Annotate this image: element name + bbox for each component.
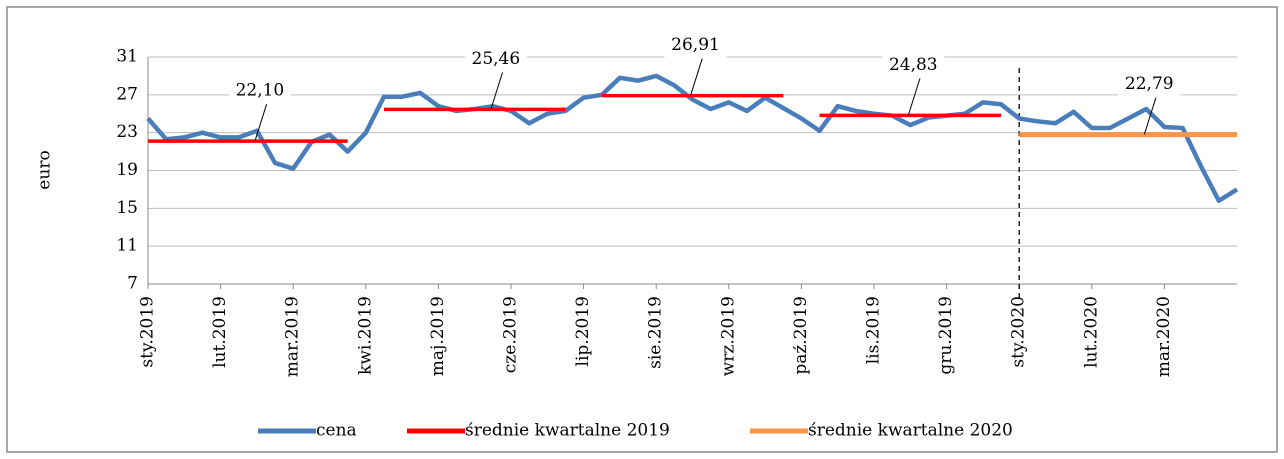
legend-label: średnie kwartalne 2020 bbox=[808, 421, 1013, 441]
legend-label: średnie kwartalne 2019 bbox=[465, 421, 670, 441]
value-label: 25,46 bbox=[472, 49, 521, 69]
label-leader bbox=[490, 71, 504, 110]
x-tick-label: mar.2019 bbox=[283, 296, 303, 377]
value-label: 24,83 bbox=[889, 55, 938, 75]
label-box bbox=[882, 52, 945, 79]
x-tick-label: cze.2019 bbox=[501, 296, 521, 373]
x-tick-label: lis.2019 bbox=[864, 296, 884, 364]
label-box bbox=[664, 32, 727, 59]
label-box bbox=[1118, 71, 1181, 98]
y-tick-label: 19 bbox=[116, 160, 138, 180]
x-tick-label: mar.2020 bbox=[1154, 296, 1174, 377]
label-leader bbox=[1143, 96, 1157, 135]
label-box bbox=[464, 46, 527, 73]
x-tick-label: gru.2019 bbox=[936, 296, 956, 375]
chart-border bbox=[6, 6, 1278, 453]
y-tick-label: 15 bbox=[116, 198, 138, 218]
x-tick-label: lut.2020 bbox=[1081, 296, 1101, 368]
y-tick-label: 23 bbox=[116, 122, 138, 142]
value-label: 22,79 bbox=[1125, 74, 1174, 94]
value-label: 22,10 bbox=[236, 81, 285, 101]
x-tick-label: sty.2019 bbox=[138, 296, 158, 368]
label-leader bbox=[690, 57, 703, 96]
y-tick-label: 11 bbox=[116, 236, 138, 256]
x-tick-label: lip.2019 bbox=[573, 296, 593, 366]
series-line bbox=[146, 73, 1239, 204]
y-axis-label: euro bbox=[35, 150, 55, 189]
legend-label: cena bbox=[316, 421, 357, 441]
x-tick-label: wrz.2019 bbox=[718, 296, 738, 376]
y-tick-label: 7 bbox=[127, 274, 138, 294]
x-tick-label: lut.2019 bbox=[210, 296, 230, 368]
y-tick-label: 27 bbox=[116, 84, 138, 104]
label-box bbox=[228, 78, 291, 105]
x-tick-label: maj.2019 bbox=[428, 296, 448, 376]
value-label: 26,91 bbox=[671, 35, 720, 55]
x-tick-label: sty.2020 bbox=[1009, 296, 1029, 368]
x-tick-label: kwi.2019 bbox=[355, 296, 375, 375]
x-tick-label: paź.2019 bbox=[791, 296, 811, 375]
y-tick-label: 31 bbox=[116, 47, 138, 67]
x-tick-label: sie.2019 bbox=[646, 296, 666, 369]
label-leader bbox=[254, 103, 268, 142]
label-leader bbox=[907, 77, 921, 116]
